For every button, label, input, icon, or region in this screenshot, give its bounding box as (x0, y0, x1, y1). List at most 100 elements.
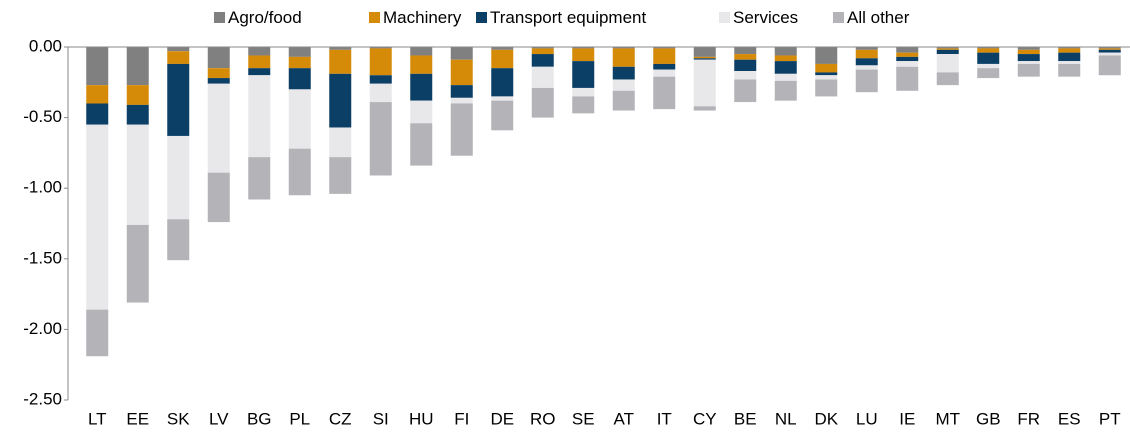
bar-segment (977, 63, 1000, 69)
bar-segment (1058, 63, 1081, 77)
bar-segment (693, 106, 716, 111)
x-tick-label: SK (167, 409, 190, 428)
bar-segment (896, 56, 919, 62)
bar-segment (693, 59, 716, 107)
x-tick-label: SI (373, 409, 389, 428)
bar-segment (491, 68, 514, 97)
bar-segment (369, 47, 392, 49)
x-tick-label: PL (289, 409, 310, 428)
bar-segment (734, 71, 757, 80)
bar-segment (572, 48, 595, 62)
bar-segment (815, 72, 838, 76)
bar-segment (369, 83, 392, 103)
bar-segment (774, 55, 797, 62)
bar-segment (329, 157, 352, 194)
x-tick-label: LU (856, 409, 878, 428)
bar-segment (1058, 52, 1081, 62)
bar-segment (86, 124, 109, 310)
bar-segment (288, 68, 311, 90)
bar-segment (491, 49, 514, 69)
x-tick-label: EE (126, 409, 149, 428)
bar-segment (653, 69, 676, 77)
bar-segment (572, 87, 595, 97)
bar-segment (815, 63, 838, 73)
bar-segment (1058, 47, 1081, 49)
bar-segment (572, 47, 595, 49)
bar-segment (977, 68, 1000, 79)
bar-segment (936, 48, 959, 50)
legend-swatch (369, 12, 380, 23)
bar-segment (207, 68, 230, 79)
bar-segment (126, 85, 149, 105)
bar-segment (653, 63, 676, 70)
bar-segment (936, 54, 959, 73)
bar-segment (531, 66, 554, 88)
y-tick-label: -0.50 (23, 107, 62, 126)
bar-segment (491, 47, 514, 50)
bar-segment (693, 58, 716, 60)
bar-segment (653, 48, 676, 64)
bar-segment (491, 100, 514, 131)
bar-segment (936, 49, 959, 55)
bar-segment (1098, 55, 1121, 76)
bar-segment (1098, 49, 1121, 53)
bar-segment (612, 79, 635, 91)
bar-segment (86, 85, 109, 104)
bar-segment (86, 309, 109, 357)
legend-label: Agro/food (228, 8, 302, 27)
bar-segment (855, 49, 878, 59)
bar-segment (410, 55, 433, 74)
bar-segment (450, 59, 473, 86)
y-tick-label: -1.00 (23, 178, 62, 197)
bar-segment (86, 47, 109, 86)
x-tick-label: GB (976, 409, 1001, 428)
bar-segment (86, 103, 109, 125)
bar-segment (1017, 49, 1040, 55)
x-tick-label: HU (409, 409, 434, 428)
bar-segment (774, 80, 797, 101)
x-tick-label: CZ (329, 409, 352, 428)
bar-segment (207, 78, 230, 84)
bar-segment (977, 48, 1000, 53)
bar-segment (1098, 48, 1121, 50)
bar-segment (450, 103, 473, 156)
x-tick-label: MT (935, 409, 960, 428)
bar-segment (207, 172, 230, 223)
bar-segment (207, 83, 230, 173)
bar-segment (896, 61, 919, 67)
bar-segment (774, 61, 797, 74)
bar-segment (774, 47, 797, 56)
bar-segment (248, 68, 271, 76)
y-tick-label: -1.50 (23, 248, 62, 267)
bar-segment (167, 51, 190, 64)
bar-segment (977, 52, 1000, 64)
bar-segment (288, 89, 311, 149)
bar-segment (491, 96, 514, 101)
x-tick-label: DK (814, 409, 838, 428)
bar-segment (612, 90, 635, 111)
x-tick-label: NL (775, 409, 797, 428)
bar-segment (248, 47, 271, 56)
bar-segment (450, 47, 473, 60)
legend-label: Services (733, 8, 798, 27)
bar-segment (693, 47, 716, 57)
y-tick-label: -2.50 (23, 389, 62, 408)
bar-segment (450, 85, 473, 98)
bar-segment (1098, 47, 1121, 49)
x-tick-label: SE (572, 409, 595, 428)
bar-segment (329, 47, 352, 50)
bar-segment (1058, 61, 1081, 64)
bar-segment (369, 102, 392, 176)
x-tick-label: IE (899, 409, 915, 428)
bar-segment (774, 73, 797, 81)
bar-segment (288, 47, 311, 57)
bar-segment (572, 61, 595, 88)
bar-segment (531, 87, 554, 118)
bar-segment (896, 47, 919, 53)
bar-segment (653, 47, 676, 49)
bar-segment (167, 135, 190, 220)
bar-segment (855, 47, 878, 50)
bar-segment (167, 219, 190, 261)
bar-segment (410, 123, 433, 166)
bar-segment (329, 49, 352, 74)
